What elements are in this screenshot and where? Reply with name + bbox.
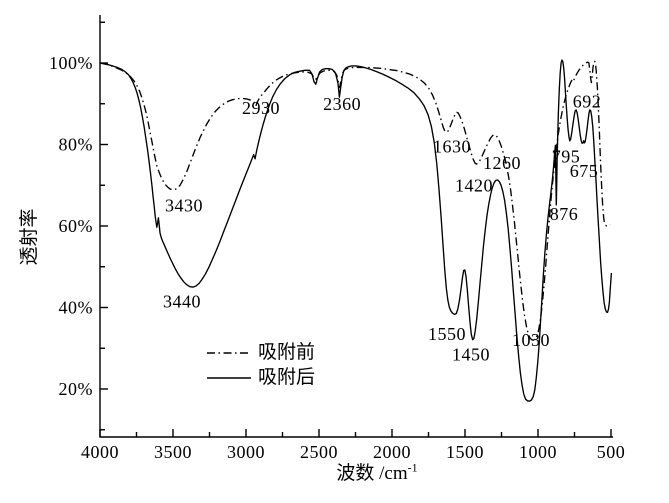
band-annotation-692: 692 <box>573 92 602 112</box>
x-tick-label: 500 <box>597 442 626 462</box>
band-annotation-1030: 1030 <box>512 330 550 350</box>
legend-label-after-adsorption: 吸附后 <box>258 367 316 388</box>
x-tick-label: 2500 <box>300 442 338 462</box>
band-annotation-795: 795 <box>552 147 581 167</box>
x-axis-title-text: 波数 /cm <box>336 463 408 484</box>
y-tick-label: 60% <box>59 216 94 236</box>
x-tick-label: 1000 <box>519 442 557 462</box>
y-tick-label: 40% <box>59 298 94 318</box>
dashdot-line-sample <box>207 351 251 354</box>
band-annotation-3430: 3430 <box>165 196 203 216</box>
band-annotation-1630: 1630 <box>433 137 471 157</box>
x-tick-label: 2000 <box>373 442 411 462</box>
spectrum-curve-before-adsorption <box>99 60 611 341</box>
band-annotation-3440: 3440 <box>163 291 201 311</box>
x-tick-label: 3000 <box>227 442 265 462</box>
x-tick-label: 1500 <box>446 442 484 462</box>
x-tick-label: 4000 <box>81 442 119 462</box>
solid-line-sample <box>207 376 251 379</box>
x-axis-title: 波数 /cm-1 <box>292 458 462 485</box>
band-annotation-1550: 1550 <box>428 324 466 344</box>
x-tick-label: 3500 <box>154 442 192 462</box>
legend-item-after-adsorption: 吸附后 <box>206 365 315 390</box>
y-axis-title: 透射率 <box>19 208 40 266</box>
band-annotation-1420: 1420 <box>455 175 493 195</box>
band-annotation-876: 876 <box>550 204 579 224</box>
band-annotation-675: 675 <box>570 161 599 181</box>
band-annotation-1260: 1260 <box>483 153 521 173</box>
band-annotation-1450: 1450 <box>452 344 490 364</box>
chart-legend: 吸附前 吸附后 <box>206 340 315 390</box>
y-tick-label: 100% <box>49 53 93 73</box>
y-tick-label: 20% <box>59 379 94 399</box>
legend-item-before-adsorption: 吸附前 <box>206 340 315 365</box>
y-tick-label: 80% <box>59 135 94 155</box>
band-annotation-2930: 2930 <box>242 98 280 118</box>
spectrum-curve-after-adsorption <box>99 59 613 402</box>
x-axis-title-superscript: -1 <box>407 460 418 475</box>
legend-label-before-adsorption: 吸附前 <box>258 342 316 363</box>
band-annotation-2360: 2360 <box>323 94 361 114</box>
